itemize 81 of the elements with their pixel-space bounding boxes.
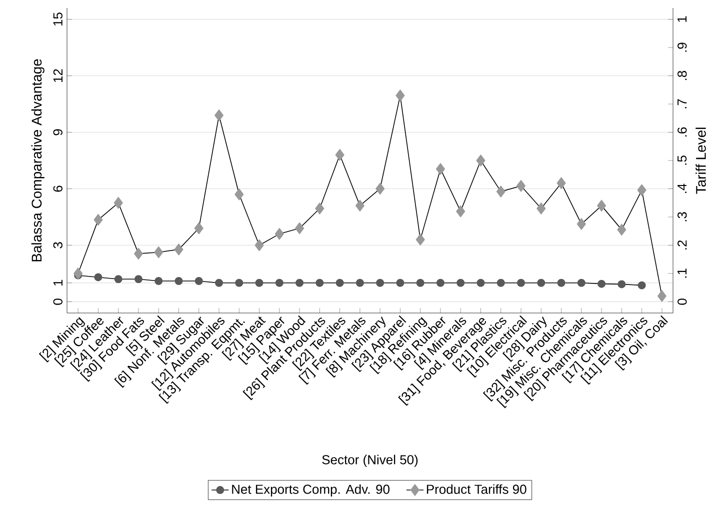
point — [234, 188, 244, 200]
point — [537, 278, 546, 287]
point — [274, 228, 284, 240]
point — [577, 278, 586, 287]
point — [517, 278, 526, 287]
point — [94, 214, 103, 226]
point — [254, 239, 264, 252]
point — [416, 278, 424, 287]
y-tick-label: 3 — [53, 242, 62, 248]
point — [355, 200, 364, 212]
y2-tick-label: .8 — [678, 70, 687, 80]
y-tick-label: 6 — [53, 186, 62, 192]
point — [416, 234, 425, 246]
point — [114, 275, 122, 284]
point — [598, 280, 606, 288]
y2-tick-label: 1 — [678, 16, 686, 22]
point — [134, 248, 143, 260]
y2-tick-label: .7 — [678, 99, 686, 108]
point — [74, 268, 83, 280]
point — [456, 205, 466, 218]
point — [194, 222, 204, 234]
point — [638, 281, 646, 290]
point — [315, 202, 324, 214]
point — [235, 278, 244, 287]
y2-tick-label: .4 — [678, 184, 686, 193]
point — [336, 278, 344, 287]
y-tick-label: 1 — [54, 280, 62, 286]
point — [396, 278, 404, 287]
point — [356, 278, 364, 287]
point — [396, 90, 405, 102]
point — [174, 244, 184, 256]
point — [114, 196, 123, 209]
point — [617, 224, 626, 236]
point — [536, 202, 546, 214]
point — [134, 275, 142, 284]
x-axis-title: Sector (Nivel 50) — [322, 454, 418, 467]
point — [275, 278, 284, 287]
y-tick-label: 9 — [53, 129, 62, 136]
point — [516, 180, 526, 192]
point — [637, 184, 646, 196]
point — [436, 278, 444, 287]
point — [456, 278, 465, 287]
point — [618, 280, 626, 288]
y-tick-label: 12 — [53, 69, 62, 82]
legend-label: Net Exports Comp. Adv. 90 — [232, 484, 390, 496]
y-tick-label: 15 — [53, 12, 62, 26]
point — [496, 278, 505, 287]
point — [496, 186, 506, 198]
y2-tick-label: .3 — [678, 212, 687, 222]
point — [295, 222, 304, 234]
point — [556, 177, 566, 189]
y2-tick-label: .9 — [678, 42, 687, 52]
point — [376, 278, 384, 287]
point — [316, 278, 324, 287]
point — [214, 109, 224, 122]
y2-tick-label: .1 — [678, 268, 686, 278]
y-tick-label: 0 — [53, 298, 62, 305]
point — [376, 182, 385, 195]
point — [215, 278, 224, 287]
point — [255, 278, 264, 287]
legend-label: Product Tariffs 90 — [426, 484, 526, 494]
point — [154, 276, 163, 285]
point — [174, 276, 183, 285]
point — [557, 278, 566, 287]
point — [94, 273, 102, 282]
point — [194, 276, 203, 285]
y-axis-title: Balassa Comparative Advantage — [31, 59, 44, 262]
y2-tick-label: .5 — [678, 156, 687, 165]
point — [296, 278, 304, 287]
point — [597, 200, 606, 212]
y2-axis-title: Tariff Level — [696, 128, 706, 194]
point — [657, 290, 666, 302]
point — [154, 246, 164, 258]
y2-tick-label: .2 — [678, 240, 687, 250]
point — [476, 278, 485, 287]
point — [335, 148, 344, 161]
point — [476, 154, 486, 166]
y2-tick-label: .6 — [678, 127, 687, 136]
y2-tick-label: 0 — [678, 298, 687, 305]
point — [576, 218, 586, 230]
point — [436, 163, 445, 175]
